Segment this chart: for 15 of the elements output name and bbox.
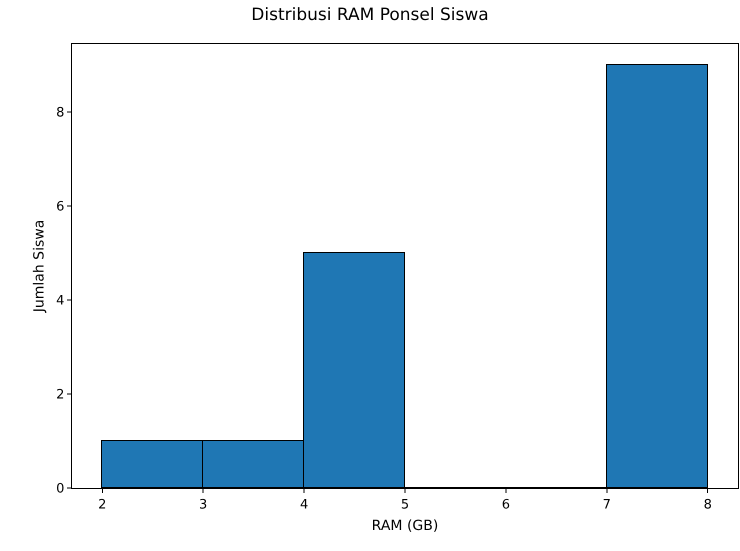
x-tick-label: 6 xyxy=(502,498,510,513)
x-tick-label: 4 xyxy=(300,498,308,513)
x-tick-label: 7 xyxy=(602,498,611,513)
y-tick-label: 6 xyxy=(56,200,64,215)
y-tick-label: 0 xyxy=(56,482,64,497)
x-tick-label: 3 xyxy=(199,498,208,513)
y-axis-title: Jumlah Siswa xyxy=(32,220,48,314)
x-tick-label: 2 xyxy=(98,498,106,513)
x-tick-label: 8 xyxy=(704,498,712,513)
chart-title: Distribusi RAM Ponsel Siswa xyxy=(251,5,489,26)
y-tick-label: 4 xyxy=(56,294,64,309)
y-tick-label: 2 xyxy=(56,388,64,403)
x-tick-label: 5 xyxy=(400,498,410,513)
x-axis-title: RAM (GB) xyxy=(372,518,438,534)
y-tick-label: 8 xyxy=(56,106,64,121)
